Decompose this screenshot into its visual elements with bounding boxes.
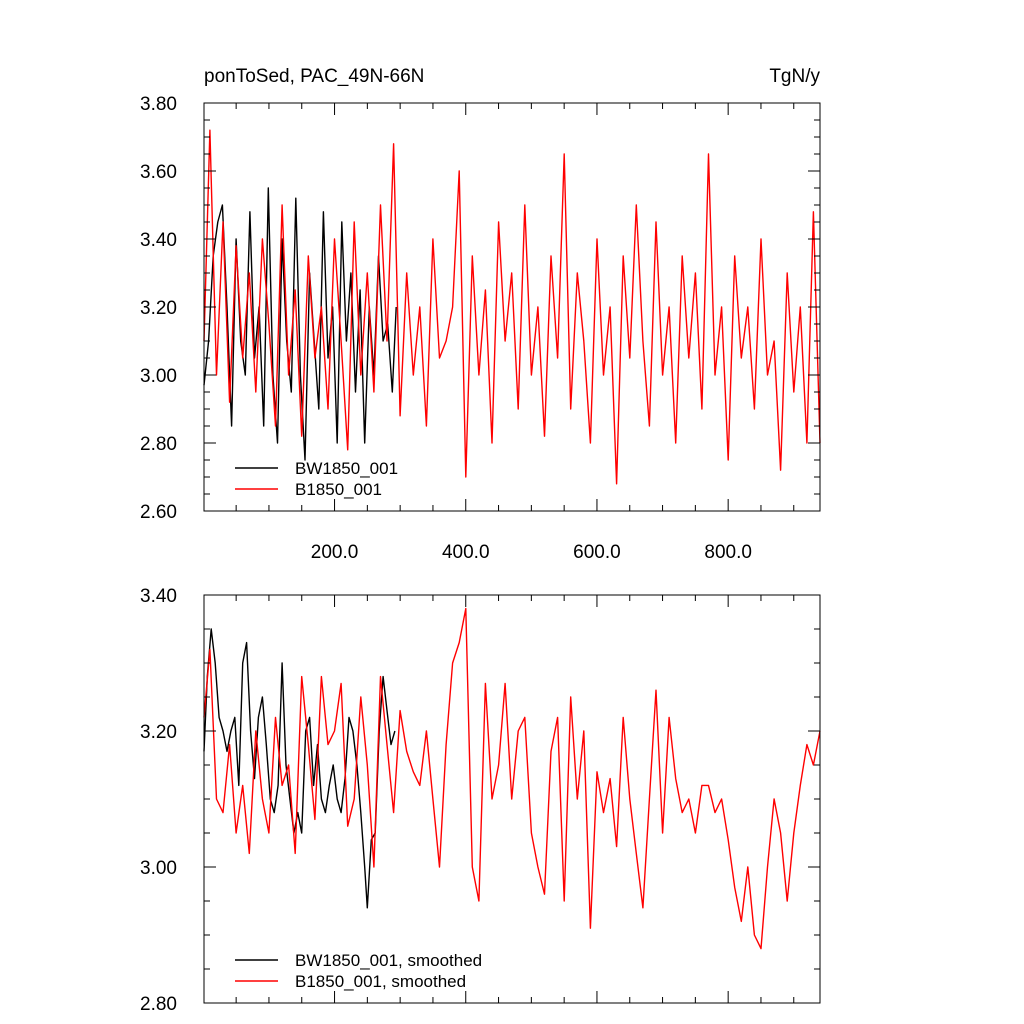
legend-label: B1850_001, smoothed: [295, 972, 466, 991]
series-line-bw1850: [203, 187, 397, 461]
top-panel-ticks: 2.60 2.80 3.00 3.20 3.40 3.60 3.80 200.0 400.0 60…: [140, 94, 820, 563]
x-tick-label: 200.0: [311, 542, 359, 563]
series-line-bw1850: [203, 628, 396, 909]
top-panel-legend: BW1850_001 B1850_001: [235, 459, 398, 499]
top-panel-series: [203, 129, 821, 485]
bottom-panel-series: [203, 607, 821, 950]
top-panel-frame: [203, 102, 821, 512]
y-tick-label: 3.80: [140, 94, 177, 115]
y-tick-label: 3.20: [140, 722, 177, 743]
top-panel-title: ponToSed, PAC_49N-66N: [204, 66, 424, 87]
series-line-b1850: [203, 607, 821, 950]
y-tick-label: 3.00: [140, 858, 177, 879]
top-panel: ponToSed, PAC_49N-66N TgN/y 2.60 2.80 3.00…: [140, 66, 821, 563]
x-tick-label: 600.0: [573, 542, 621, 563]
y-tick-label: 2.80: [140, 434, 177, 455]
bottom-panel: 2.80 3.00 3.20 3.40 BW1850_001, smoothed B18…: [140, 586, 821, 1015]
top-panel-units: TgN/y: [769, 66, 820, 87]
y-tick-label: 2.60: [140, 502, 177, 523]
x-tick-label: 800.0: [704, 542, 752, 563]
legend-label: B1850_001: [295, 480, 382, 499]
y-tick-label: 3.40: [140, 586, 177, 607]
y-tick-label: 3.60: [140, 162, 177, 183]
legend-label: BW1850_001, smoothed: [295, 951, 482, 970]
y-tick-label: 2.80: [140, 994, 177, 1015]
y-tick-label: 3.00: [140, 366, 177, 387]
bottom-panel-legend: BW1850_001, smoothed B1850_001, smoothed: [235, 951, 482, 991]
x-tick-label: 400.0: [442, 542, 490, 563]
y-tick-label: 3.20: [140, 298, 177, 319]
bottom-panel-frame: [203, 594, 821, 1004]
series-line-b1850: [203, 129, 821, 485]
y-tick-label: 3.40: [140, 230, 177, 251]
legend-label: BW1850_001: [295, 459, 398, 478]
